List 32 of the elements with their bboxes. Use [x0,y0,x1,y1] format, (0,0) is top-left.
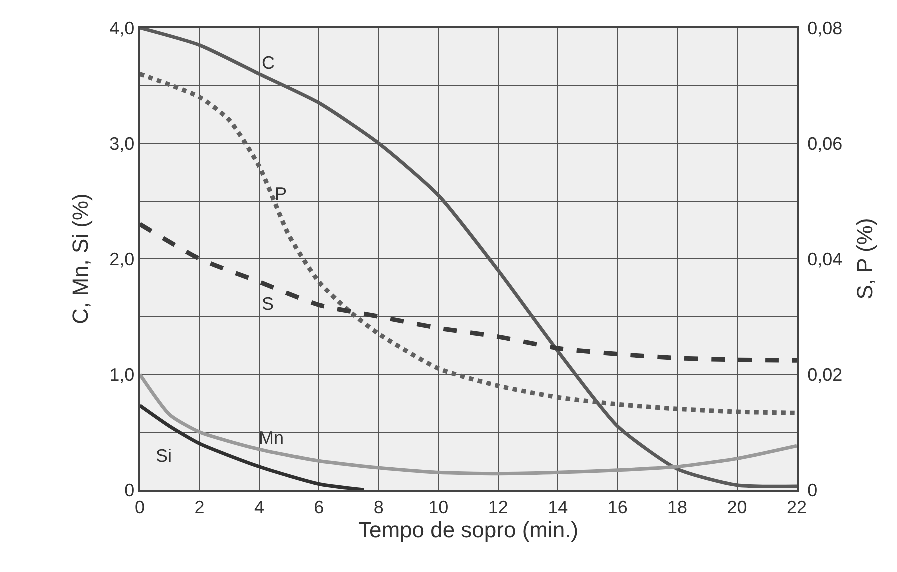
y2-tick-label: 0,06 [808,134,843,154]
y-tick-label: 3,0 [110,134,135,154]
x-tick-label: 4 [254,497,264,518]
x-tick-label: 10 [428,497,449,518]
x-axis-title: Tempo de sopro (min.) [358,517,579,542]
x-tick-label: 16 [608,497,628,518]
y-tick-label: 4,0 [110,18,135,38]
x-tick-label: 20 [727,497,748,518]
line-series [140,372,797,476]
x-tick-label: 12 [488,497,508,518]
y2-tick-label: 0,08 [808,18,843,38]
x-tick-label: 22 [786,497,808,518]
series-label: C [262,53,275,73]
line-series [140,404,366,490]
y2-tick-label: 0,04 [808,249,843,270]
series-label: Mn [259,428,284,448]
y-tick-label: 1,0 [110,364,135,385]
x-tick-label: 18 [668,497,688,518]
series-label: S [262,294,274,314]
y2-axis-title: S, P (%) [852,218,878,300]
y-axis-title: C, Mn, Si (%) [68,194,93,324]
series-label: P [275,184,288,204]
y2-tick-label: 0,02 [808,364,843,385]
y-tick-label: 2,0 [110,249,135,270]
y2-tick-label: 0 [808,480,818,500]
line-series [140,28,797,488]
x-tick-label: 8 [374,497,384,518]
x-tick-label: 6 [314,497,324,518]
y-tick-label: 0 [124,480,135,500]
x-tick-label: 14 [548,497,568,518]
x-tick-label: 2 [194,497,205,518]
series-label: Si [156,446,172,466]
